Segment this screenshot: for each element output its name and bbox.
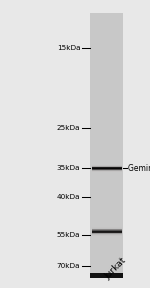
Bar [92, 232, 122, 233]
Text: 55kDa: 55kDa [57, 232, 80, 238]
Bar [92, 166, 122, 167]
Bar [92, 230, 122, 231]
Bar [92, 171, 122, 172]
Bar [90, 273, 123, 278]
Bar [92, 232, 122, 233]
Bar [92, 235, 122, 236]
Bar [92, 169, 122, 170]
Bar [92, 233, 122, 234]
Text: 25kDa: 25kDa [57, 125, 80, 131]
Text: Jurkat: Jurkat [103, 256, 128, 281]
Bar [92, 227, 122, 228]
Bar [90, 13, 123, 278]
Text: 15kDa: 15kDa [57, 45, 80, 50]
Bar [92, 234, 122, 235]
Bar [92, 233, 122, 234]
Text: Gemin 2: Gemin 2 [128, 164, 150, 173]
Bar [92, 228, 122, 229]
Bar [92, 229, 122, 230]
Text: 70kDa: 70kDa [57, 264, 80, 269]
Bar [92, 164, 122, 165]
Bar [92, 168, 122, 169]
Bar [92, 169, 122, 170]
Bar [92, 234, 122, 235]
Bar [92, 165, 122, 166]
Bar [92, 235, 122, 236]
Text: 35kDa: 35kDa [57, 166, 80, 171]
Bar [92, 231, 122, 232]
Bar [92, 166, 122, 167]
Text: 40kDa: 40kDa [57, 194, 80, 200]
Bar [92, 170, 122, 171]
Bar [92, 167, 122, 168]
Bar [92, 171, 122, 172]
